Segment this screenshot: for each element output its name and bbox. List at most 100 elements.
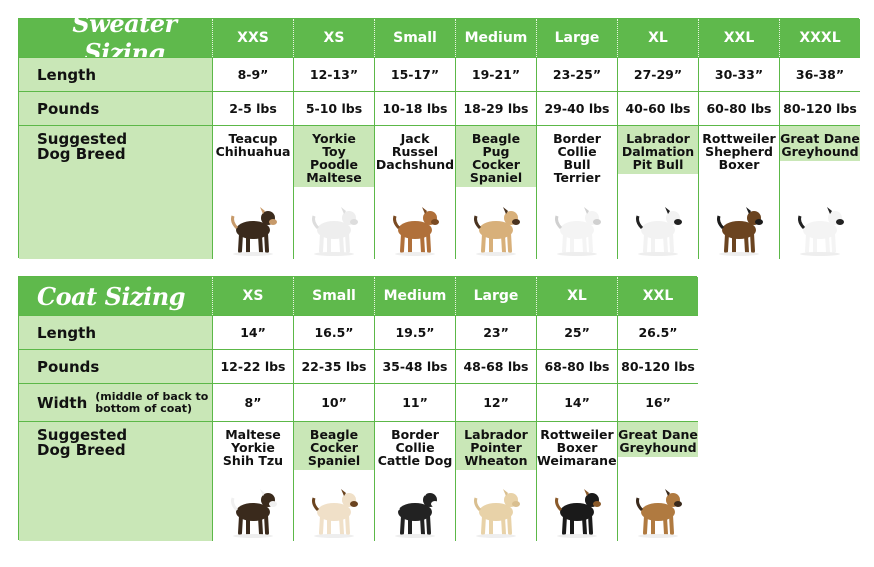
value-cell: 48-68 lbs — [455, 349, 536, 383]
value-cell: 12-13” — [293, 57, 374, 91]
breed-line: Wheaton — [464, 453, 528, 468]
value-cell: 8” — [212, 383, 293, 421]
value-cell: 60-80 lbs — [698, 91, 779, 125]
breed-line: Pit Bull — [632, 157, 684, 172]
breed-text: Maltese Yorkie Shih Tzu — [213, 422, 293, 470]
value-cell: 14” — [212, 315, 293, 349]
breed-text: Labrador Pointer Wheaton — [456, 422, 536, 470]
size-header: Medium — [455, 19, 536, 57]
dog-photo — [636, 489, 682, 538]
breed-line: Chihuahua — [215, 144, 291, 159]
label-note: (middle of back to bottom of coat) — [95, 389, 209, 415]
row-label: Suggested Dog Breed — [19, 125, 212, 259]
breed-line: Boxer — [718, 157, 760, 172]
breed-text: Great Dane Greyhound — [618, 422, 698, 457]
size-header: Medium — [374, 277, 455, 315]
dog-photo — [312, 489, 358, 538]
table-title: Sweater Sizing — [19, 9, 212, 67]
breed-line: Beagle — [309, 427, 359, 442]
value-cell: 12-22 lbs — [212, 349, 293, 383]
value-cell: 15-17” — [374, 57, 455, 91]
breed-line: Spaniel — [307, 453, 361, 468]
breed-line: Cocker — [310, 440, 358, 455]
breed-text: Rottweiler Shepherd Boxer — [699, 126, 779, 174]
size-header: XL — [536, 277, 617, 315]
breed-line: Yorkie — [231, 440, 275, 455]
breed-line: Great Dane — [780, 131, 860, 146]
value-cell: 16” — [617, 383, 698, 421]
breed-line: Boxer — [556, 440, 598, 455]
breed-text: Border Collie Bull Terrier — [537, 126, 617, 187]
size-header: XL — [617, 19, 698, 57]
breed-cell: Great Dane Greyhound — [617, 421, 698, 541]
size-header: XXL — [617, 277, 698, 315]
dog-photo — [474, 489, 520, 538]
breed-line: Toy — [322, 144, 346, 159]
breed-line: Bull — [563, 157, 591, 172]
breed-text: Labrador Dalmation Pit Bull — [618, 126, 698, 174]
size-header: Small — [374, 19, 455, 57]
breed-line: Beagle — [471, 131, 521, 146]
value-cell: 35-48 lbs — [374, 349, 455, 383]
breed-line: Teacup — [228, 131, 278, 146]
value-cell: 68-80 lbs — [536, 349, 617, 383]
value-cell: 26.5” — [617, 315, 698, 349]
row-label: Length — [19, 57, 212, 91]
value-cell: 10-18 lbs — [374, 91, 455, 125]
dog-photo — [555, 489, 601, 538]
breed-text: Teacup Chihuahua — [213, 126, 293, 161]
breed-line: Cattle Dog — [377, 453, 453, 468]
dog-photo — [555, 207, 601, 256]
size-header: XXS — [212, 19, 293, 57]
value-cell: 12” — [455, 383, 536, 421]
breed-line: Border — [391, 427, 439, 442]
breed-cell: Border Collie Cattle Dog — [374, 421, 455, 541]
breed-cell: Labrador Pointer Wheaton — [455, 421, 536, 541]
value-cell: 2-5 lbs — [212, 91, 293, 125]
breed-text: Yorkie Toy Poodle Maltese — [294, 126, 374, 187]
breed-line: Cocker — [472, 157, 520, 172]
row-label: Width (middle of back to bottom of coat) — [19, 383, 212, 421]
breed-line: Greyhound — [619, 440, 697, 455]
size-header: XXL — [698, 19, 779, 57]
row-label: Suggested Dog Breed — [19, 421, 212, 541]
breed-line: Great Dane — [618, 427, 698, 442]
row-label: Pounds — [19, 91, 212, 125]
breed-cell: Great Dane Greyhound — [779, 125, 860, 259]
dog-photo — [393, 489, 439, 538]
breed-line: Greyhound — [781, 144, 859, 159]
breed-cell: Border Collie Bull Terrier — [536, 125, 617, 259]
breed-cell: Maltese Yorkie Shih Tzu — [212, 421, 293, 541]
breed-line: Maltese — [306, 170, 362, 185]
dog-photo — [231, 207, 277, 256]
value-cell: 36-38” — [779, 57, 860, 91]
value-cell: 11” — [374, 383, 455, 421]
dog-photo — [231, 489, 277, 538]
table-title: Coat Sizing — [19, 277, 212, 315]
dog-photo — [312, 207, 358, 256]
breed-line: Border — [553, 131, 601, 146]
breed-cell: Rottweiler Shepherd Boxer — [698, 125, 779, 259]
breed-text: Border Collie Cattle Dog — [375, 422, 455, 470]
breed-line: Collie — [395, 440, 435, 455]
breed-line: Terrier — [553, 170, 601, 185]
breed-line: Jack — [400, 131, 430, 146]
breed-line: Dalmation — [621, 144, 695, 159]
value-cell: 8-9” — [212, 57, 293, 91]
coat-table: Coat Sizing XS Small Medium Large XL XXL Length… — [18, 276, 698, 541]
breed-text: Beagle Pug Cocker Spaniel — [456, 126, 536, 187]
breed-line: Russel — [391, 144, 439, 159]
breed-text: Jack Russel Dachshund — [375, 126, 455, 174]
value-cell: 29-40 lbs — [536, 91, 617, 125]
breed-cell: Rottweiler Boxer Weimaraner — [536, 421, 623, 541]
breed-line: Labrador — [464, 427, 528, 442]
breed-text: Great Dane Greyhound — [780, 126, 860, 161]
breed-cell: Teacup Chihuahua — [212, 125, 293, 259]
value-cell: 10” — [293, 383, 374, 421]
breed-line: Rottweiler — [540, 427, 614, 442]
row-label: Pounds — [19, 349, 212, 383]
value-cell: 16.5” — [293, 315, 374, 349]
breed-line: Pug — [482, 144, 510, 159]
sweater-table: Sweater Sizing XXS XS Small Medium Large XL XXL… — [18, 9, 860, 259]
